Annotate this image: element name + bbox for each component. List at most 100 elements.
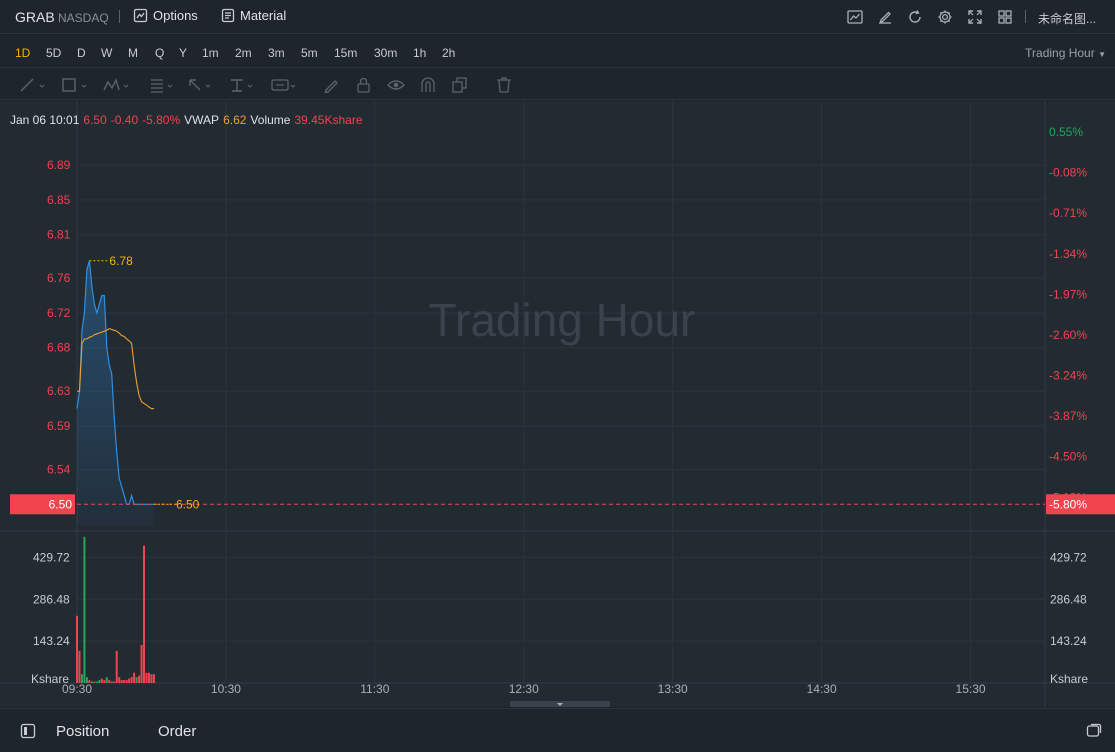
high-marker-label: 6.78: [109, 254, 133, 268]
period-5d[interactable]: 5D: [46, 46, 62, 60]
bottom-panel-bar: Position Order: [0, 708, 1115, 752]
chart-area[interactable]: 6.89 6.85 6.81 6.76 6.72 6.68 6.63 6.59 6.54 0.55…: [0, 101, 1115, 707]
material-button[interactable]: Material: [221, 8, 286, 23]
info-date: Jan 06 10:01: [10, 113, 80, 127]
eye-icon[interactable]: [386, 76, 408, 94]
volume-bar: [108, 680, 111, 683]
material-label: Material: [240, 8, 287, 23]
period-1d[interactable]: 1D: [15, 46, 31, 60]
pct-tick-label: 0.55%: [1049, 125, 1083, 139]
volume-bar: [103, 680, 106, 683]
volume-bar: [95, 681, 98, 683]
volume-bar: [123, 680, 126, 683]
layout-icon[interactable]: [996, 8, 1014, 26]
magnet-icon[interactable]: [418, 76, 440, 94]
fullscreen-icon[interactable]: [966, 8, 984, 26]
pct-tick-label: -1.34%: [1049, 247, 1087, 261]
volume-bar: [93, 681, 96, 683]
volume-bar: [130, 677, 133, 683]
time-tick-label: 11:30: [360, 682, 389, 696]
volume-bar: [145, 672, 148, 683]
level-tool-icon[interactable]: [228, 76, 253, 94]
pct-tick-label: -3.24%: [1049, 369, 1087, 383]
volume-tick-label-right: 429.72: [1050, 550, 1087, 564]
intraday-chart[interactable]: 6.89 6.85 6.81 6.76 6.72 6.68 6.63 6.59 6.54 0.55…: [0, 101, 1115, 707]
last-marker-label: 6.50: [176, 497, 200, 511]
volume-bar: [128, 678, 131, 683]
pct-tick-label: -3.87%: [1049, 409, 1087, 423]
exchange-label: NASDAQ: [58, 11, 109, 25]
scroll-caret-icon: [557, 703, 563, 706]
volume-tick-label-right: 143.24: [1050, 634, 1087, 648]
pct-tick-label: -0.08%: [1049, 166, 1087, 180]
panel-toggle-icon[interactable]: [20, 723, 36, 742]
vwap-line: [77, 327, 154, 410]
volume-bar: [140, 645, 143, 683]
time-tick-label: 12:30: [509, 682, 539, 696]
volume-bar: [105, 677, 108, 683]
indicator-icon[interactable]: [846, 8, 864, 26]
trash-icon[interactable]: [494, 76, 516, 94]
pct-tick-label: -1.97%: [1049, 287, 1087, 301]
period-bar: 1D 5D D W M Q Y 1m 2m 3m 5m 15m 30m 1h 2…: [0, 35, 1115, 68]
ticker-symbol[interactable]: GRAB: [15, 9, 55, 25]
period-d[interactable]: D: [77, 46, 86, 60]
settings-icon[interactable]: [936, 8, 954, 26]
volume-tick-label-right: 286.48: [1050, 592, 1087, 606]
volume-bar: [113, 681, 116, 683]
period-y[interactable]: Y: [179, 46, 188, 60]
price-tick-label: 6.89: [47, 158, 71, 172]
volume-tick-label-left: 286.48: [33, 592, 70, 606]
period-m[interactable]: M: [128, 46, 138, 60]
rectangle-tool-icon[interactable]: [60, 76, 87, 94]
tab-position[interactable]: Position: [56, 723, 110, 740]
time-tick-label: 13:30: [658, 682, 688, 696]
info-change-pct: -5.80%: [142, 113, 181, 127]
volume-bar: [76, 615, 78, 683]
divider: [1025, 10, 1026, 23]
volume-tick-label-left: 143.24: [33, 634, 70, 648]
period-2h[interactable]: 2h: [442, 46, 456, 60]
line-tool-icon[interactable]: [18, 76, 45, 94]
tab-order[interactable]: Order: [158, 723, 197, 740]
volume-bar: [150, 674, 153, 683]
session-dropdown[interactable]: Trading Hour ▼: [1025, 46, 1106, 60]
fib-tool-icon[interactable]: [148, 76, 173, 94]
price-tick-label: 6.72: [47, 306, 71, 320]
ohlc-info-line: Jan 06 10:01 6.50 -0.40 -5.80% VWAP 6.62 Volum…: [10, 113, 367, 127]
pen-tool-icon[interactable]: [322, 76, 344, 94]
period-1m[interactable]: 1m: [202, 46, 219, 60]
period-q[interactable]: Q: [155, 46, 165, 60]
period-30m[interactable]: 30m: [374, 46, 398, 60]
volume-bar: [138, 675, 141, 683]
volume-unit-right: Kshare: [1050, 672, 1088, 686]
document-icon: [221, 8, 235, 23]
info-vwap: 6.62: [223, 113, 247, 127]
lock-icon[interactable]: [354, 76, 376, 94]
options-button[interactable]: Options: [133, 8, 198, 23]
volume-bar: [78, 650, 81, 683]
arrow-tool-icon[interactable]: [186, 76, 211, 94]
info-vwap-label: VWAP: [184, 113, 220, 127]
copy-icon[interactable]: [450, 76, 472, 94]
volume-bar: [98, 680, 101, 683]
period-15m[interactable]: 15m: [334, 46, 358, 60]
chat-icon[interactable]: [1086, 723, 1102, 742]
volume-bar: [147, 672, 150, 683]
period-2m[interactable]: 2m: [235, 46, 252, 60]
workspace-name[interactable]: 未命名图...: [1038, 12, 1097, 26]
volume-bar: [115, 650, 118, 683]
period-3m[interactable]: 3m: [268, 46, 285, 60]
refresh-icon[interactable]: [906, 8, 924, 26]
volume-bar: [110, 681, 113, 683]
caret-down-icon: ▼: [1098, 50, 1106, 59]
pattern-tool-icon[interactable]: [102, 76, 129, 94]
period-w[interactable]: W: [101, 46, 113, 60]
pct-tick-label: -0.71%: [1049, 206, 1087, 220]
drawing-toolbar: [0, 69, 1115, 100]
period-1h[interactable]: 1h: [413, 46, 427, 60]
text-tool-icon[interactable]: [270, 76, 296, 94]
draw-icon[interactable]: [876, 8, 894, 26]
period-5m[interactable]: 5m: [301, 46, 318, 60]
volume-bar: [83, 536, 86, 683]
